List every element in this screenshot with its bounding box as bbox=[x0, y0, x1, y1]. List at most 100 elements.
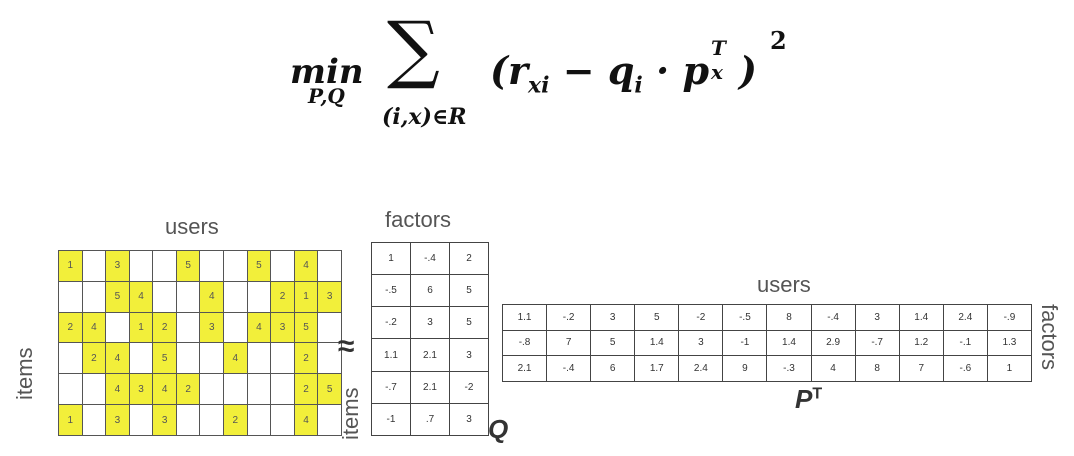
q-items-label: items bbox=[338, 387, 363, 440]
qmatrix-row: 1.1 2.1 3 bbox=[371, 338, 489, 372]
formula-q: q bbox=[607, 48, 635, 93]
ptmatrix-cell-value: 8 bbox=[786, 311, 792, 323]
pt-factors-label: factors bbox=[1037, 304, 1062, 371]
ratings-cell-value: 5 bbox=[185, 260, 191, 272]
ratings-cell bbox=[223, 280, 248, 313]
ptmatrix-cell-value: 5 bbox=[609, 337, 616, 349]
ptmatrix-cell-value: -.4 bbox=[827, 311, 839, 323]
ratings-cell bbox=[175, 342, 201, 375]
ptmatrix-cell: 8 bbox=[766, 304, 812, 331]
ratings-cell-value: 5 bbox=[326, 383, 333, 395]
ratings-row: 1 3 5 5 4 bbox=[58, 250, 342, 282]
ratings-cell-value: 3 bbox=[138, 383, 144, 395]
ptmatrix-cell-value: 1.4 bbox=[782, 337, 796, 349]
ratings-cell-value: 4 bbox=[114, 352, 121, 364]
ptmatrix-cell-value: 1.2 bbox=[914, 337, 929, 349]
ratings-cell-value: 4 bbox=[208, 291, 215, 303]
ptmatrix-cell: 8 bbox=[854, 355, 900, 382]
qmatrix-cell: 2.1 bbox=[410, 338, 450, 372]
ratings-cell-value: 4 bbox=[303, 414, 309, 426]
formula-p-superscript: T bbox=[711, 36, 726, 60]
ratings-cell bbox=[81, 373, 107, 406]
ptmatrix-cell-value: 3 bbox=[698, 337, 704, 349]
ratings-cell: 2 bbox=[293, 373, 319, 406]
ptmatrix-cell-value: -.3 bbox=[783, 363, 795, 375]
ratings-cell bbox=[81, 250, 107, 282]
ratings-items-label: items bbox=[12, 347, 37, 400]
ptmatrix-cell: 1.2 bbox=[898, 329, 944, 357]
ptmatrix-cell-value: 2.1 bbox=[517, 363, 532, 375]
ratings-cell: 1 bbox=[58, 250, 83, 282]
qmatrix-cell-value: 5 bbox=[466, 317, 472, 329]
q-factors-label: factors bbox=[385, 207, 452, 232]
ptmatrix-cell: -2 bbox=[678, 304, 724, 331]
ptmatrix-cell: 2.4 bbox=[942, 304, 988, 331]
ptmatrix-cell: -.9 bbox=[986, 304, 1033, 331]
qmatrix-cell: 6 bbox=[410, 274, 450, 308]
ratings-row: 5 4 4 2 1 3 bbox=[58, 280, 342, 313]
ratings-cell bbox=[246, 404, 272, 436]
ptmatrix-cell-value: 1.4 bbox=[649, 337, 664, 349]
ratings-cell-value: 5 bbox=[161, 352, 168, 364]
ptmatrix-cell: 1.4 bbox=[634, 329, 680, 357]
ratings-cell: 2 bbox=[270, 280, 295, 313]
ratings-row: 1 3 3 2 4 bbox=[58, 404, 342, 436]
qmatrix-cell-value: .7 bbox=[425, 413, 435, 425]
ratings-matrix: 1 3 5 5 4 5 4 4 2 1 3 2 4 1 2 3 4 3 5 2 4 5 4 2 4 3 4 2 2 5 1 3 3 2 4 bbox=[58, 250, 342, 436]
qmatrix-cell: 3 bbox=[410, 306, 450, 340]
ratings-cell bbox=[152, 250, 177, 282]
ptmatrix-cell-value: 7 bbox=[918, 363, 925, 375]
qmatrix-cell: 3 bbox=[449, 402, 489, 437]
qmatrix-cell: 2 bbox=[449, 241, 489, 276]
ratings-cell bbox=[199, 373, 225, 406]
qmatrix-cell: 1.1 bbox=[371, 338, 411, 372]
qmatrix-cell-value: 3 bbox=[466, 349, 472, 361]
qmatrix-cell-value: 3 bbox=[466, 413, 472, 425]
ptmatrix-cell: 6 bbox=[590, 355, 636, 382]
ptmatrix-cell-value: 2.9 bbox=[826, 337, 841, 349]
ratings-cell bbox=[246, 280, 272, 313]
ratings-cell: 4 bbox=[199, 280, 225, 313]
formula-p-subscript: x bbox=[711, 60, 723, 84]
ptmatrix-cell: 7 bbox=[898, 355, 944, 382]
ratings-cell: 5 bbox=[246, 250, 272, 282]
ptmatrix-row: 1.1 -.2 3 5 -2 -.5 8 -.4 3 1.4 2.4 -.9 bbox=[501, 304, 1033, 331]
qmatrix-cell: .7 bbox=[410, 402, 450, 437]
ratings-cell-value: 4 bbox=[138, 291, 144, 303]
ptmatrix-cell-value: 3 bbox=[609, 311, 616, 323]
pt-matrix-superscript: T bbox=[812, 385, 823, 403]
ptmatrix-cell: 7 bbox=[546, 329, 592, 357]
ratings-cell-value: 1 bbox=[67, 414, 74, 426]
pt-users-label: users bbox=[757, 272, 811, 297]
ratings-cell bbox=[81, 404, 107, 436]
qmatrix-cell: -.2 bbox=[371, 306, 411, 340]
ratings-cell: 2 bbox=[223, 404, 248, 436]
ratings-cell: 2 bbox=[152, 311, 177, 344]
ratings-cell-value: 3 bbox=[114, 414, 121, 426]
ratings-cell-value: 3 bbox=[114, 260, 121, 272]
ratings-cell-value: 5 bbox=[114, 291, 121, 303]
ratings-cell-value: 2 bbox=[67, 322, 74, 334]
ptmatrix-cell-value: 5 bbox=[653, 311, 660, 323]
ptmatrix-cell-value: -2 bbox=[696, 311, 706, 323]
ptmatrix-cell: 9 bbox=[722, 355, 768, 382]
ptmatrix-cell: 2.9 bbox=[810, 329, 856, 357]
qmatrix-cell-value: 2.1 bbox=[423, 381, 437, 393]
ratings-cell-value: 2 bbox=[161, 322, 168, 334]
qmatrix-cell: 1 bbox=[371, 241, 411, 276]
q-matrix-name: Q bbox=[488, 414, 509, 444]
ratings-cell bbox=[58, 342, 83, 375]
ptmatrix-cell: -.5 bbox=[722, 304, 768, 331]
ratings-cell bbox=[317, 404, 342, 436]
ratings-cell: 4 bbox=[293, 404, 319, 436]
qmatrix-row: -.2 3 5 bbox=[371, 306, 489, 340]
ratings-cell bbox=[317, 342, 342, 375]
formula-p: p bbox=[682, 48, 710, 93]
ratings-cell-value: 3 bbox=[161, 414, 168, 426]
ratings-cell bbox=[270, 373, 295, 406]
ptmatrix-cell-value: 1.1 bbox=[517, 311, 532, 323]
qmatrix-cell-value: 5 bbox=[466, 285, 472, 297]
ptmatrix-cell: -.2 bbox=[546, 304, 592, 331]
ptmatrix-cell: -.7 bbox=[854, 329, 900, 357]
